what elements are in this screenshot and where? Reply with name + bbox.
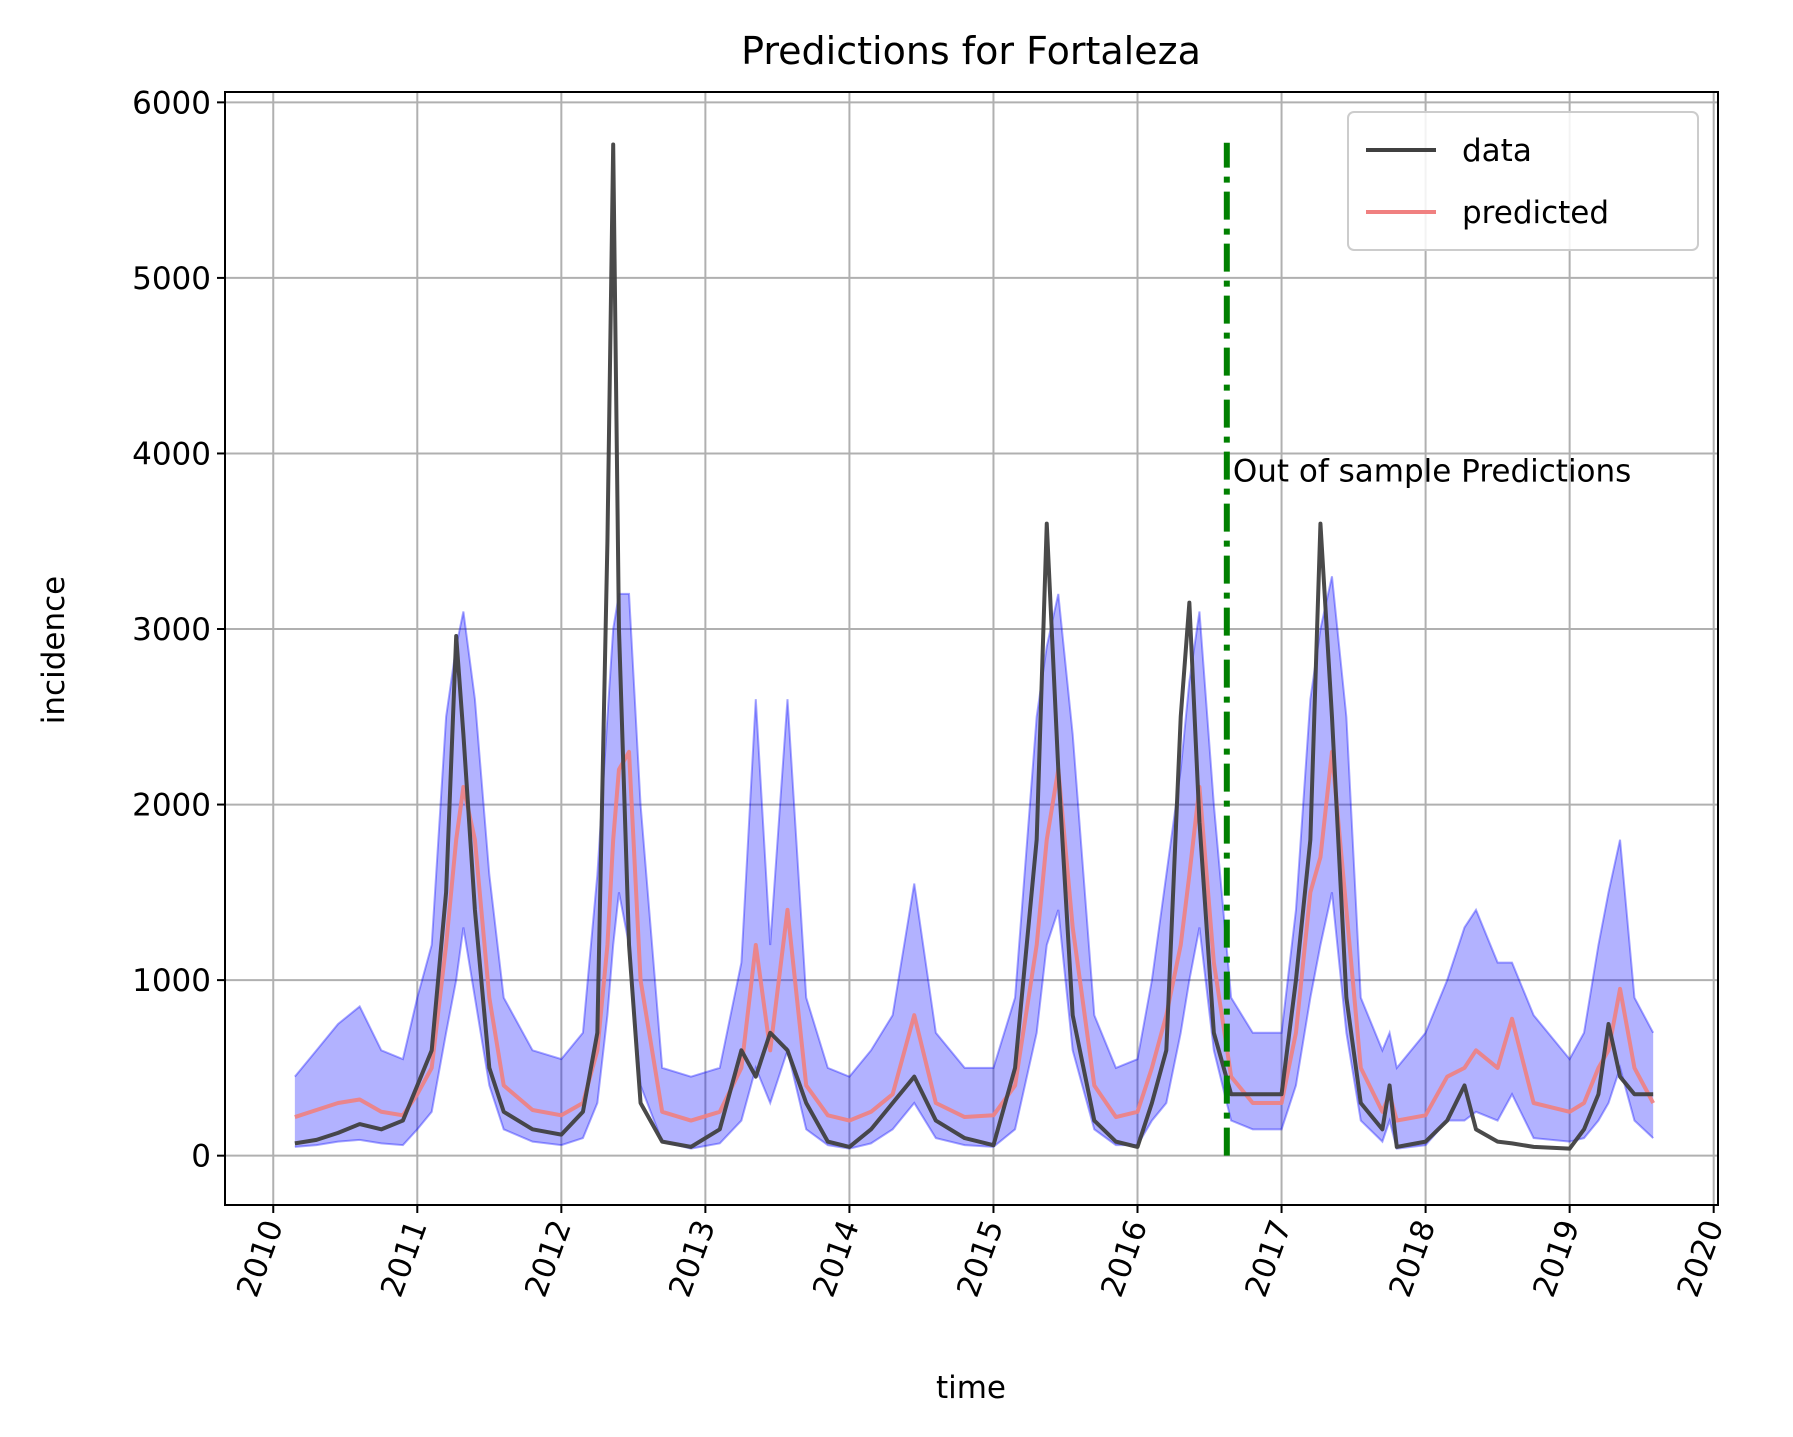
chart-title: Predictions for Fortaleza: [741, 29, 1201, 73]
x-tick-label: 2018: [1382, 1215, 1443, 1301]
y-tick-label: 2000: [132, 788, 211, 824]
legend-label: data: [1462, 133, 1532, 169]
x-tick-label: 2020: [1670, 1215, 1731, 1301]
x-tick-label: 2016: [1094, 1215, 1155, 1301]
y-tick-label: 4000: [132, 436, 211, 472]
x-axis-label: time: [936, 1370, 1006, 1406]
x-tick-label: 2013: [662, 1215, 723, 1301]
x-tick-label: 2010: [230, 1215, 291, 1301]
annotation: Out of sample Predictions: [1233, 454, 1632, 490]
line-1: [294, 749, 1655, 1123]
line-0: [294, 142, 1654, 1151]
y-tick-label: 1000: [132, 963, 211, 999]
legend-box: [1347, 111, 1699, 251]
y-tick-label: 0: [191, 1139, 211, 1175]
y-tick-label: 3000: [132, 612, 211, 648]
band-edge: [294, 892, 1654, 1150]
y-tick-label: 5000: [132, 261, 211, 297]
x-tick-label: 2015: [950, 1215, 1011, 1301]
legend: data predicted: [1347, 111, 1699, 251]
x-tick-label: 2019: [1526, 1215, 1587, 1301]
y-tick-label: 6000: [132, 85, 211, 121]
x-tick-label: 2017: [1238, 1215, 1299, 1301]
band-edge: [294, 576, 1655, 1078]
y-axis-label: incidence: [36, 576, 72, 724]
x-tick-label: 2014: [806, 1215, 867, 1301]
legend-label: predicted: [1462, 195, 1609, 231]
x-tick-label: 2012: [518, 1215, 579, 1301]
x-tick-label: 2011: [374, 1215, 435, 1301]
plot-frame: [224, 91, 1719, 1206]
